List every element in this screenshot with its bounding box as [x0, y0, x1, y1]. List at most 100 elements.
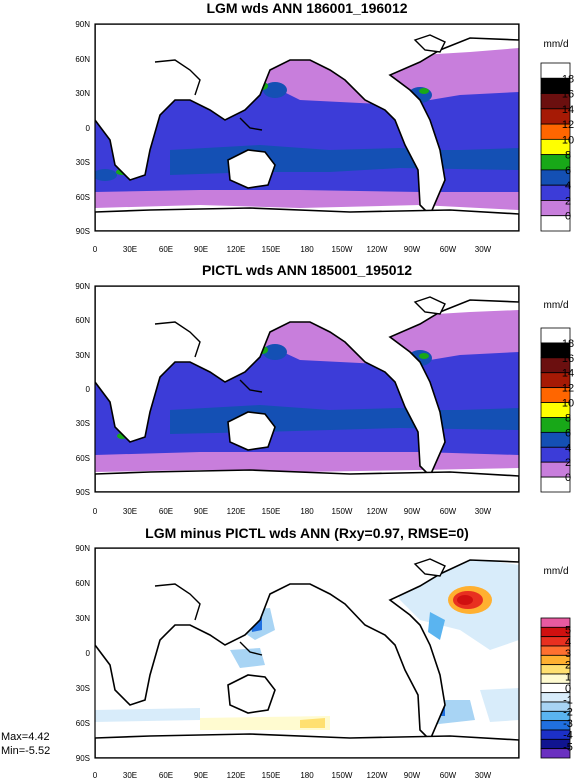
lat-tick: 30N	[75, 351, 90, 360]
colorbar-tick-label: 12	[562, 119, 574, 131]
lon-tick: 0	[93, 771, 98, 780]
lat-tick: 90S	[76, 227, 90, 236]
lat-tick: 30S	[76, 684, 90, 693]
colorbar-tick-label: -3	[563, 718, 573, 730]
colorbar-swatch	[540, 215, 571, 232]
lat-tick: 60N	[75, 55, 90, 64]
colorbar-tick-label: 8	[565, 150, 571, 162]
lat-tick: 90S	[76, 488, 90, 497]
field-shading	[95, 286, 519, 492]
colorbar: 18 16 14 12 10 8 6 4 2 0	[540, 327, 574, 493]
lat-tick: 0	[86, 649, 91, 658]
lon-tick: 60W	[440, 507, 457, 516]
colorbar-tick-label: 2	[565, 660, 571, 672]
colorbar-tick-label: 16	[562, 353, 574, 365]
min-label: Min=-5.52	[1, 745, 50, 757]
colorbar-tick-label: 10	[562, 398, 574, 410]
lon-tick: 60W	[440, 245, 457, 254]
lat-tick-labels: 90N 60N 30N 0 30S 60S 90S	[75, 282, 90, 497]
lon-tick: 180	[300, 245, 314, 254]
lon-tick: 120E	[227, 507, 246, 516]
colorbar-tick-label: 3	[565, 648, 571, 660]
colorbar-tick-label: -4	[563, 730, 573, 742]
field-shading	[95, 548, 519, 758]
colorbar-tick-label: 14	[562, 368, 574, 380]
lat-tick: 90S	[76, 754, 90, 763]
lat-tick: 60N	[75, 579, 90, 588]
colorbar-tick-label: 0	[565, 211, 571, 223]
lat-tick: 60S	[76, 719, 90, 728]
lon-tick: 60E	[159, 507, 173, 516]
lon-tick: 180	[300, 507, 314, 516]
lon-tick: 90E	[194, 507, 208, 516]
lon-tick: 150E	[262, 245, 281, 254]
lon-tick-labels: 0 30E 60E 90E 120E 150E 180 150W 120W 90…	[93, 771, 492, 780]
land-antarctica	[95, 733, 519, 758]
colorbar-tick-label: 14	[562, 104, 574, 116]
lat-tick: 60N	[75, 316, 90, 325]
lon-tick: 90E	[194, 245, 208, 254]
max-label: Max=4.42	[1, 731, 50, 743]
panel-title: PICTL wds ANN 185001_195012	[202, 262, 412, 278]
lon-tick: 150E	[262, 771, 281, 780]
panel-pictl: PICTL wds ANN 185001_195012 90N 60N 30N …	[75, 262, 574, 516]
land-eurasia	[95, 548, 519, 742]
colorbar-tick-label: 18	[562, 73, 574, 85]
colorbar-tick-label: 0	[565, 683, 571, 695]
colorbar-tick-label: 5	[565, 625, 571, 637]
lon-tick: 90W	[404, 245, 421, 254]
lat-tick: 0	[86, 124, 91, 133]
colorbar-units: mm/d	[544, 566, 569, 577]
lon-tick: 90E	[194, 771, 208, 780]
lat-tick-labels: 90N 60N 30N 0 30S 60S 90S	[75, 20, 90, 236]
lat-tick: 60S	[76, 454, 90, 463]
colorbar-tick-label: 16	[562, 89, 574, 101]
land-antarctica	[95, 207, 519, 231]
colorbar-tick-label: 4	[565, 180, 571, 192]
lon-tick: 30W	[475, 245, 492, 254]
lon-tick: 90W	[404, 507, 421, 516]
colorbar-units: mm/d	[544, 39, 569, 50]
colorbar-tick-label: 8	[565, 412, 571, 424]
lon-tick: 30W	[475, 507, 492, 516]
colorbar-tick-label: -5	[563, 741, 573, 753]
lon-tick: 120W	[367, 245, 388, 254]
colorbar: 18 16 14 12 10 8 6 4 2 0	[540, 62, 574, 232]
lon-tick: 30W	[475, 771, 492, 780]
colorbar-swatch	[540, 476, 571, 493]
lat-tick: 30S	[76, 158, 90, 167]
lon-tick: 180	[300, 771, 314, 780]
lon-tick: 120E	[227, 771, 246, 780]
lat-tick: 30N	[75, 89, 90, 98]
lon-tick: 120W	[367, 507, 388, 516]
lat-tick: 30N	[75, 614, 90, 623]
colorbar-tick-label: 18	[562, 338, 574, 350]
land-australia	[227, 411, 276, 451]
colorbar-tick-label: 2	[565, 195, 571, 207]
lon-tick: 60E	[159, 771, 173, 780]
lon-tick: 120E	[227, 245, 246, 254]
colorbar-tick-label: -1	[563, 695, 573, 707]
panel-title: LGM minus PICTL wds ANN (Rxy=0.97, RMSE=…	[145, 525, 469, 541]
lat-tick: 60S	[76, 193, 90, 202]
panel-difference: LGM minus PICTL wds ANN (Rxy=0.97, RMSE=…	[1, 525, 573, 780]
lat-tick: 30S	[76, 419, 90, 428]
field-shading	[95, 24, 519, 231]
colorbar-tick-label: 10	[562, 134, 574, 146]
land-eurasia	[95, 24, 519, 217]
lon-tick: 30E	[123, 507, 137, 516]
lon-tick: 150E	[262, 507, 281, 516]
lat-tick: 90N	[75, 20, 90, 29]
lon-tick: 60W	[440, 771, 457, 780]
lon-tick: 150W	[332, 771, 353, 780]
colorbar-units: mm/d	[544, 300, 569, 311]
colorbar-tick-label: 2	[565, 457, 571, 469]
lon-tick: 30E	[123, 771, 137, 780]
lon-tick: 0	[93, 245, 98, 254]
colorbar-tick-label: 4	[565, 442, 571, 454]
lon-tick: 90W	[404, 771, 421, 780]
colorbar-tick-label: 6	[565, 165, 571, 177]
lon-tick-labels: 0 30E 60E 90E 120E 150E 180 150W 120W 90…	[93, 507, 492, 516]
panel-lgm: LGM wds ANN 186001_196012 90N	[75, 0, 574, 254]
